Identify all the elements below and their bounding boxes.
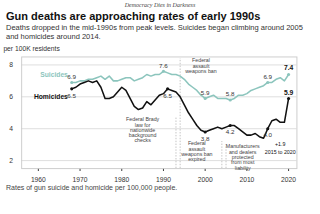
- html-text:Deaths dropped in the mid-1990: Deaths dropped in the mid-1990s from pea…: [6, 23, 303, 41]
- svg-text:2020: 2020: [281, 176, 296, 183]
- svg-text:7.4: 7.4: [284, 64, 294, 71]
- html-text:Gun deaths are approaching rat: Gun deaths are approaching rates of earl…: [6, 10, 261, 22]
- svg-text:3.8: 3.8: [201, 135, 210, 142]
- svg-text:Federalassaultweapons ban: Federalassaultweapons ban: [185, 57, 216, 74]
- svg-text:6.9: 6.9: [67, 73, 76, 80]
- svg-text:Federalassaultweapons banexpir: Federalassaultweapons banexpired: [181, 140, 212, 162]
- svg-text:2015 to 2020: 2015 to 2020: [265, 149, 296, 155]
- svg-text:1980: 1980: [114, 176, 129, 183]
- svg-text:+1.9: +1.9: [275, 141, 285, 147]
- svg-text:7.6: 7.6: [159, 62, 168, 69]
- svg-text:4: 4: [9, 125, 13, 132]
- svg-text:5.8: 5.8: [226, 90, 235, 97]
- svg-text:2000: 2000: [198, 176, 213, 183]
- svg-text:5.9: 5.9: [284, 89, 294, 96]
- svg-text:Manufacturersand dealersprotec: Manufacturersand dealersprotectedfrom mo…: [226, 143, 260, 170]
- svg-text:4.2: 4.2: [226, 128, 235, 135]
- svg-text:per 100K residents: per 100K residents: [3, 45, 60, 53]
- html-text:Rates of gun suicide and homic: Rates of gun suicide and homicide per 10…: [6, 183, 178, 191]
- svg-text:6.9: 6.9: [263, 73, 272, 80]
- svg-text:Suicides: Suicides: [40, 71, 68, 78]
- svg-text:2: 2: [9, 157, 13, 164]
- html-text:Democracy Dies in Darkness: Democracy Dies in Darkness: [124, 2, 196, 8]
- svg-text:1990: 1990: [156, 176, 171, 183]
- svg-text:4.0: 4.0: [263, 131, 272, 138]
- svg-text:1970: 1970: [73, 176, 88, 183]
- svg-text:Federal Bradylaw fornationwide: Federal Bradylaw fornationwidebackground…: [126, 116, 160, 143]
- svg-text:6.5: 6.5: [163, 92, 172, 99]
- svg-text:1960: 1960: [31, 176, 46, 183]
- svg-text:5.9: 5.9: [201, 89, 210, 96]
- svg-text:Homicides: Homicides: [34, 93, 68, 100]
- svg-text:6: 6: [9, 93, 13, 100]
- svg-text:6.5: 6.5: [67, 92, 76, 99]
- svg-text:2010: 2010: [239, 176, 254, 183]
- svg-text:8: 8: [9, 61, 13, 68]
